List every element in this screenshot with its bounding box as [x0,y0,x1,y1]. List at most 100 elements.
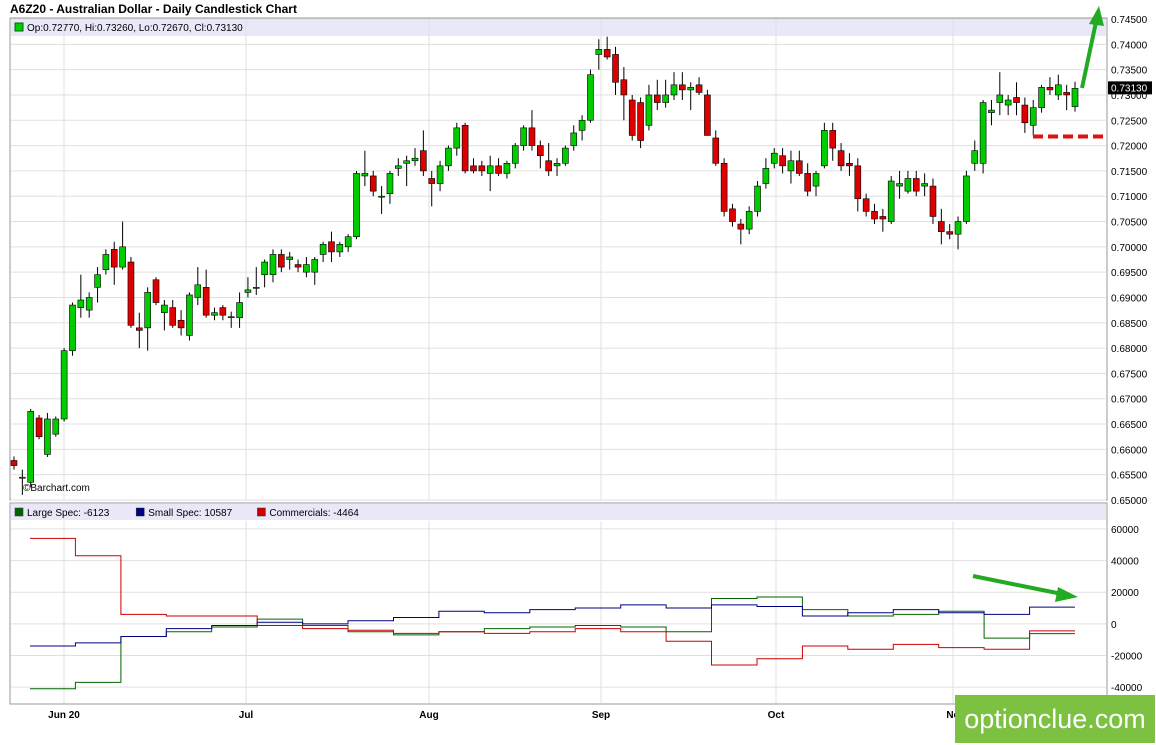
price-y-ticks: 0.65000 0.65500 0.66000 0.66500 0.67000 0.675… [1111,15,1148,507]
candle-up [562,147,569,164]
price-y-tick-label: 0.67000 [1111,395,1148,406]
down-right-arrow [972,574,1078,602]
x-tick-label: Sep [592,710,610,721]
candle-down [779,155,786,167]
candle-down [545,160,552,172]
candle-up [1038,87,1045,108]
candle-up [44,418,51,455]
candle-up [503,163,511,174]
candle-down [528,127,536,146]
price-y-tick-label: 0.74000 [1111,40,1148,51]
price-y-tick-label: 0.65500 [1111,471,1148,482]
price-y-tick-label: 0.68000 [1111,344,1148,355]
candle-up [687,87,695,91]
candle-up [670,84,678,96]
candle-up [578,119,586,131]
candle-up [303,264,310,273]
candle-down [862,198,870,212]
cot-panel: Large Spec: -6123 Small Spec: 10587 Commer… [9,502,1143,705]
candle-up [662,94,669,103]
candle-up [570,132,578,146]
candle-up [403,160,410,164]
candle-up [361,173,369,177]
candle-down [804,173,811,192]
candle-up [745,211,753,230]
candle-up [286,256,293,260]
candle-up [770,152,778,164]
candle-down [637,102,644,141]
price-y-tick-label: 0.67500 [1111,369,1148,380]
candle-up [269,254,277,275]
candle-down [1046,87,1054,91]
candle-down [495,165,502,174]
candle-up [963,175,970,222]
candle-up [812,173,820,187]
cot-series-line [30,596,1075,690]
candle-down [136,327,143,331]
candle-down [169,307,177,326]
candle-down [712,137,720,164]
candle-down [837,150,845,167]
up-arrow [1080,6,1104,89]
cot-y-ticks: -40000 -20000 0 20000 40000 60000 [1111,525,1143,694]
price-y-tick-label: 0.72000 [1111,142,1148,153]
candle-up [1071,88,1079,107]
candle-up [261,261,268,275]
price-y-tick-label: 0.70500 [1111,218,1148,229]
candle-down [537,145,544,157]
x-axis-ticks: Jun 20 Jul Aug Sep Oct No [48,710,960,721]
candle-up [520,127,527,146]
candle-up [161,304,168,313]
down-arrow-head [1055,587,1078,602]
barchart-watermark: ©Barchart.com [23,483,90,494]
candle-up [353,173,360,238]
x-tick-label: Aug [419,710,438,721]
candle-up [194,284,202,298]
cot-legend-swatch [14,507,24,517]
candle-down [695,84,703,93]
cot-y-tick-label: -20000 [1111,652,1143,663]
candle-up [645,94,653,126]
candle-up [186,294,193,336]
up-arrow-head [1089,6,1104,26]
candle-down [846,163,853,167]
candle-down [35,417,43,438]
price-y-tick-label: 0.73000 [1111,91,1148,102]
candle-down [177,319,185,329]
price-panel-frame [9,17,1108,501]
cot-y-tick-label: 20000 [1111,588,1139,599]
candle-up [904,178,912,192]
cot-legend-bar [11,504,1106,520]
candle-up [60,350,68,420]
candle-down [603,49,611,58]
candle-up [102,254,110,270]
candle-down [929,185,937,217]
candle-up [27,411,35,483]
candle-up [227,316,235,319]
candle-down [912,178,920,192]
price-y-tick-label: 0.73500 [1111,66,1148,77]
candle-up [244,289,252,293]
candle-up [486,165,494,174]
candle-up [762,168,770,184]
page-title: A6Z20 - Australian Dollar - Daily Candle… [10,2,297,16]
x-tick-label: No [946,710,959,721]
candle-up [996,94,1004,103]
candle-up [411,157,419,162]
x-tick-label: Oct [768,710,785,721]
candle-up [85,297,93,311]
candle-down [202,287,210,316]
candle-up [336,244,344,253]
last-price-tag: 0.73130 [1108,81,1152,95]
candle-down [152,279,160,303]
x-tick-label: Jun 20 [48,710,80,721]
candle-down [470,165,477,172]
candle-up [94,274,101,288]
ohlc-legend-swatch [14,22,24,32]
candle-down [720,163,728,212]
cot-panel-frame [9,502,1108,705]
cot-series-line [30,604,1075,647]
ohlc-header-bar [11,19,1106,36]
price-panel: Op:0.72770, Hi:0.73260, Lo:0.72670, Cl:0… [9,6,1152,507]
